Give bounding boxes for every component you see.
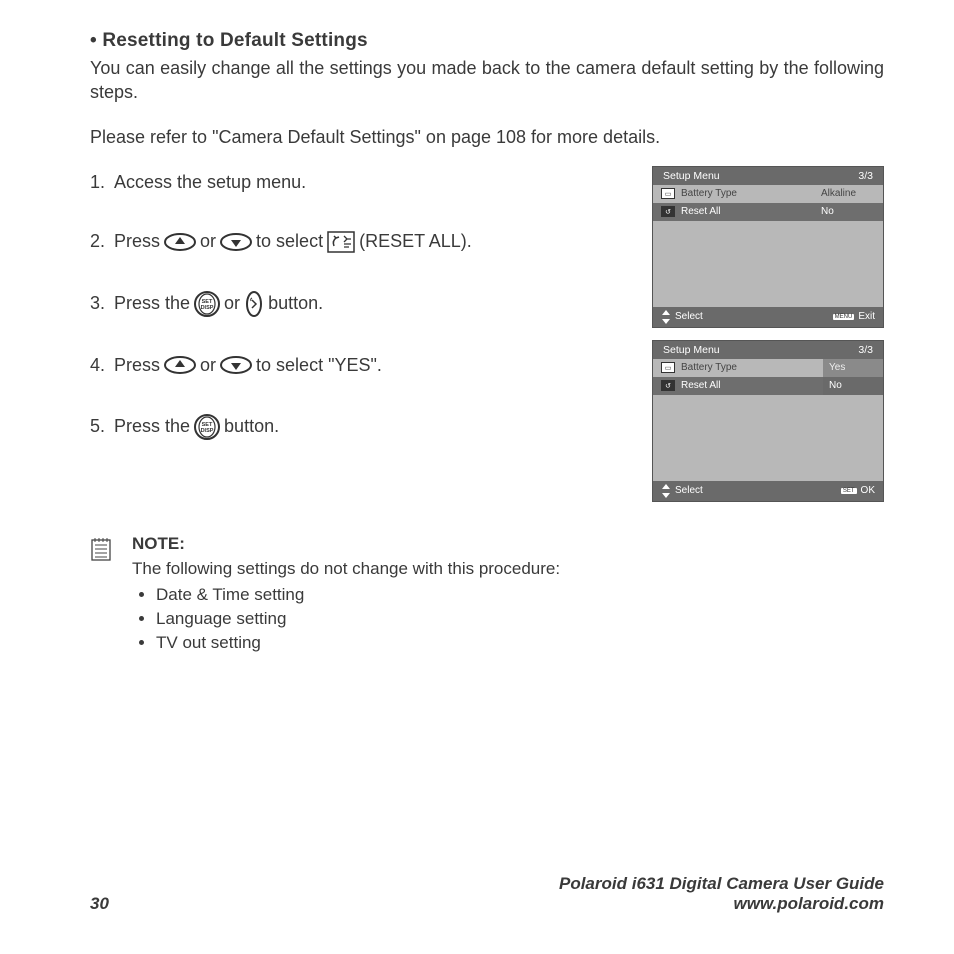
option-column: Yes No bbox=[823, 359, 883, 395]
notepad-icon bbox=[90, 532, 112, 655]
reference-text: Please refer to "Camera Default Settings… bbox=[90, 127, 884, 148]
step-text: Press bbox=[114, 231, 160, 252]
main-content-row: 1. Access the setup menu. 2. Press or to… bbox=[90, 172, 884, 502]
step-text: button. bbox=[268, 293, 323, 314]
note-block: NOTE: The following settings do not chan… bbox=[90, 532, 884, 655]
menu-row-battery: ▭ Battery Type Alkaline bbox=[653, 185, 883, 203]
screen-header: Setup Menu 3/3 bbox=[653, 167, 883, 185]
guide-url: www.polaroid.com bbox=[559, 894, 884, 914]
lcd-screen-1: Setup Menu 3/3 ▭ Battery Type Alkaline ↺… bbox=[652, 166, 884, 328]
note-item: TV out setting bbox=[156, 631, 560, 655]
intro-text: You can easily change all the settings y… bbox=[90, 56, 884, 105]
reset-icon: ↺ bbox=[661, 380, 675, 391]
option-no: No bbox=[823, 377, 883, 395]
screen-title: Setup Menu bbox=[663, 170, 720, 182]
option-yes: Yes bbox=[823, 359, 883, 377]
screen-header: Setup Menu 3/3 bbox=[653, 341, 883, 359]
step-text: Press the bbox=[114, 416, 190, 437]
screen-body: ▭ Battery Type Alkaline ↺ Reset All No bbox=[653, 185, 883, 307]
up-button-icon bbox=[164, 232, 196, 252]
step-text: or bbox=[200, 231, 216, 252]
lcd-screens: Setup Menu 3/3 ▭ Battery Type Alkaline ↺… bbox=[652, 166, 884, 502]
down-button-icon bbox=[220, 232, 252, 252]
screen-title: Setup Menu bbox=[663, 344, 720, 356]
updown-icon bbox=[661, 484, 671, 498]
down-button-icon bbox=[220, 355, 252, 375]
set-disp-button-icon bbox=[194, 414, 220, 440]
up-button-icon bbox=[164, 355, 196, 375]
menu-row-reset: ↺ Reset All No bbox=[653, 203, 883, 221]
menu-label: Battery Type bbox=[681, 188, 815, 199]
note-title: NOTE: bbox=[132, 532, 560, 556]
page-footer: 30 Polaroid i631 Digital Camera User Gui… bbox=[90, 874, 884, 914]
step-number: 1. bbox=[90, 172, 114, 193]
footer-ok: OK bbox=[861, 485, 875, 496]
step-5: 5. Press the button. bbox=[90, 414, 624, 440]
step-text: to select bbox=[256, 231, 323, 252]
menu-label: Battery Type bbox=[681, 362, 819, 373]
screen-page: 3/3 bbox=[858, 344, 873, 356]
battery-icon: ▭ bbox=[661, 188, 675, 199]
step-3: 3. Press the or button. bbox=[90, 291, 624, 317]
steps-list: 1. Access the setup menu. 2. Press or to… bbox=[90, 172, 624, 502]
screen-footer: Select MENU Exit bbox=[653, 307, 883, 327]
section-heading: • Resetting to Default Settings bbox=[90, 30, 884, 52]
lcd-screen-2: Setup Menu 3/3 ▭ Battery Type ↺ Reset Al… bbox=[652, 340, 884, 502]
footer-select: Select bbox=[675, 311, 703, 322]
page-number: 30 bbox=[90, 894, 109, 914]
step-text: or bbox=[200, 355, 216, 376]
note-list: Date & Time setting Language setting TV … bbox=[132, 583, 560, 654]
note-lead: The following settings do not change wit… bbox=[132, 557, 560, 581]
set-disp-button-icon bbox=[194, 291, 220, 317]
step-4: 4. Press or to select "YES". bbox=[90, 355, 624, 376]
step-text: (RESET ALL). bbox=[359, 231, 472, 252]
menu-label: Reset All bbox=[681, 206, 815, 217]
battery-icon: ▭ bbox=[661, 362, 675, 373]
footer-select: Select bbox=[675, 485, 703, 496]
step-number: 3. bbox=[90, 293, 114, 314]
menu-badge: MENU bbox=[833, 314, 855, 320]
set-badge: SET bbox=[841, 488, 857, 494]
note-item: Language setting bbox=[156, 607, 560, 631]
note-item: Date & Time setting bbox=[156, 583, 560, 607]
step-number: 2. bbox=[90, 231, 114, 252]
reset-icon: ↺ bbox=[661, 206, 675, 217]
step-text: Press the bbox=[114, 293, 190, 314]
step-1: 1. Access the setup menu. bbox=[90, 172, 624, 193]
screen-body: ▭ Battery Type ↺ Reset All Yes No bbox=[653, 359, 883, 481]
menu-label: Reset All bbox=[681, 380, 819, 391]
step-text: Access the setup menu. bbox=[114, 172, 306, 193]
step-text: Press bbox=[114, 355, 160, 376]
guide-title: Polaroid i631 Digital Camera User Guide bbox=[559, 874, 884, 894]
reset-all-icon bbox=[327, 231, 355, 253]
menu-value: Alkaline bbox=[821, 188, 877, 199]
footer-exit: Exit bbox=[858, 311, 875, 322]
right-button-icon bbox=[244, 291, 264, 317]
step-2: 2. Press or to select (RESET ALL). bbox=[90, 231, 624, 253]
screen-footer: Select SET OK bbox=[653, 481, 883, 501]
menu-value: No bbox=[821, 206, 877, 217]
step-number: 4. bbox=[90, 355, 114, 376]
step-text: or bbox=[224, 293, 240, 314]
screen-page: 3/3 bbox=[858, 170, 873, 182]
step-number: 5. bbox=[90, 416, 114, 437]
step-text: button. bbox=[224, 416, 279, 437]
updown-icon bbox=[661, 310, 671, 324]
step-text: to select "YES". bbox=[256, 355, 382, 376]
